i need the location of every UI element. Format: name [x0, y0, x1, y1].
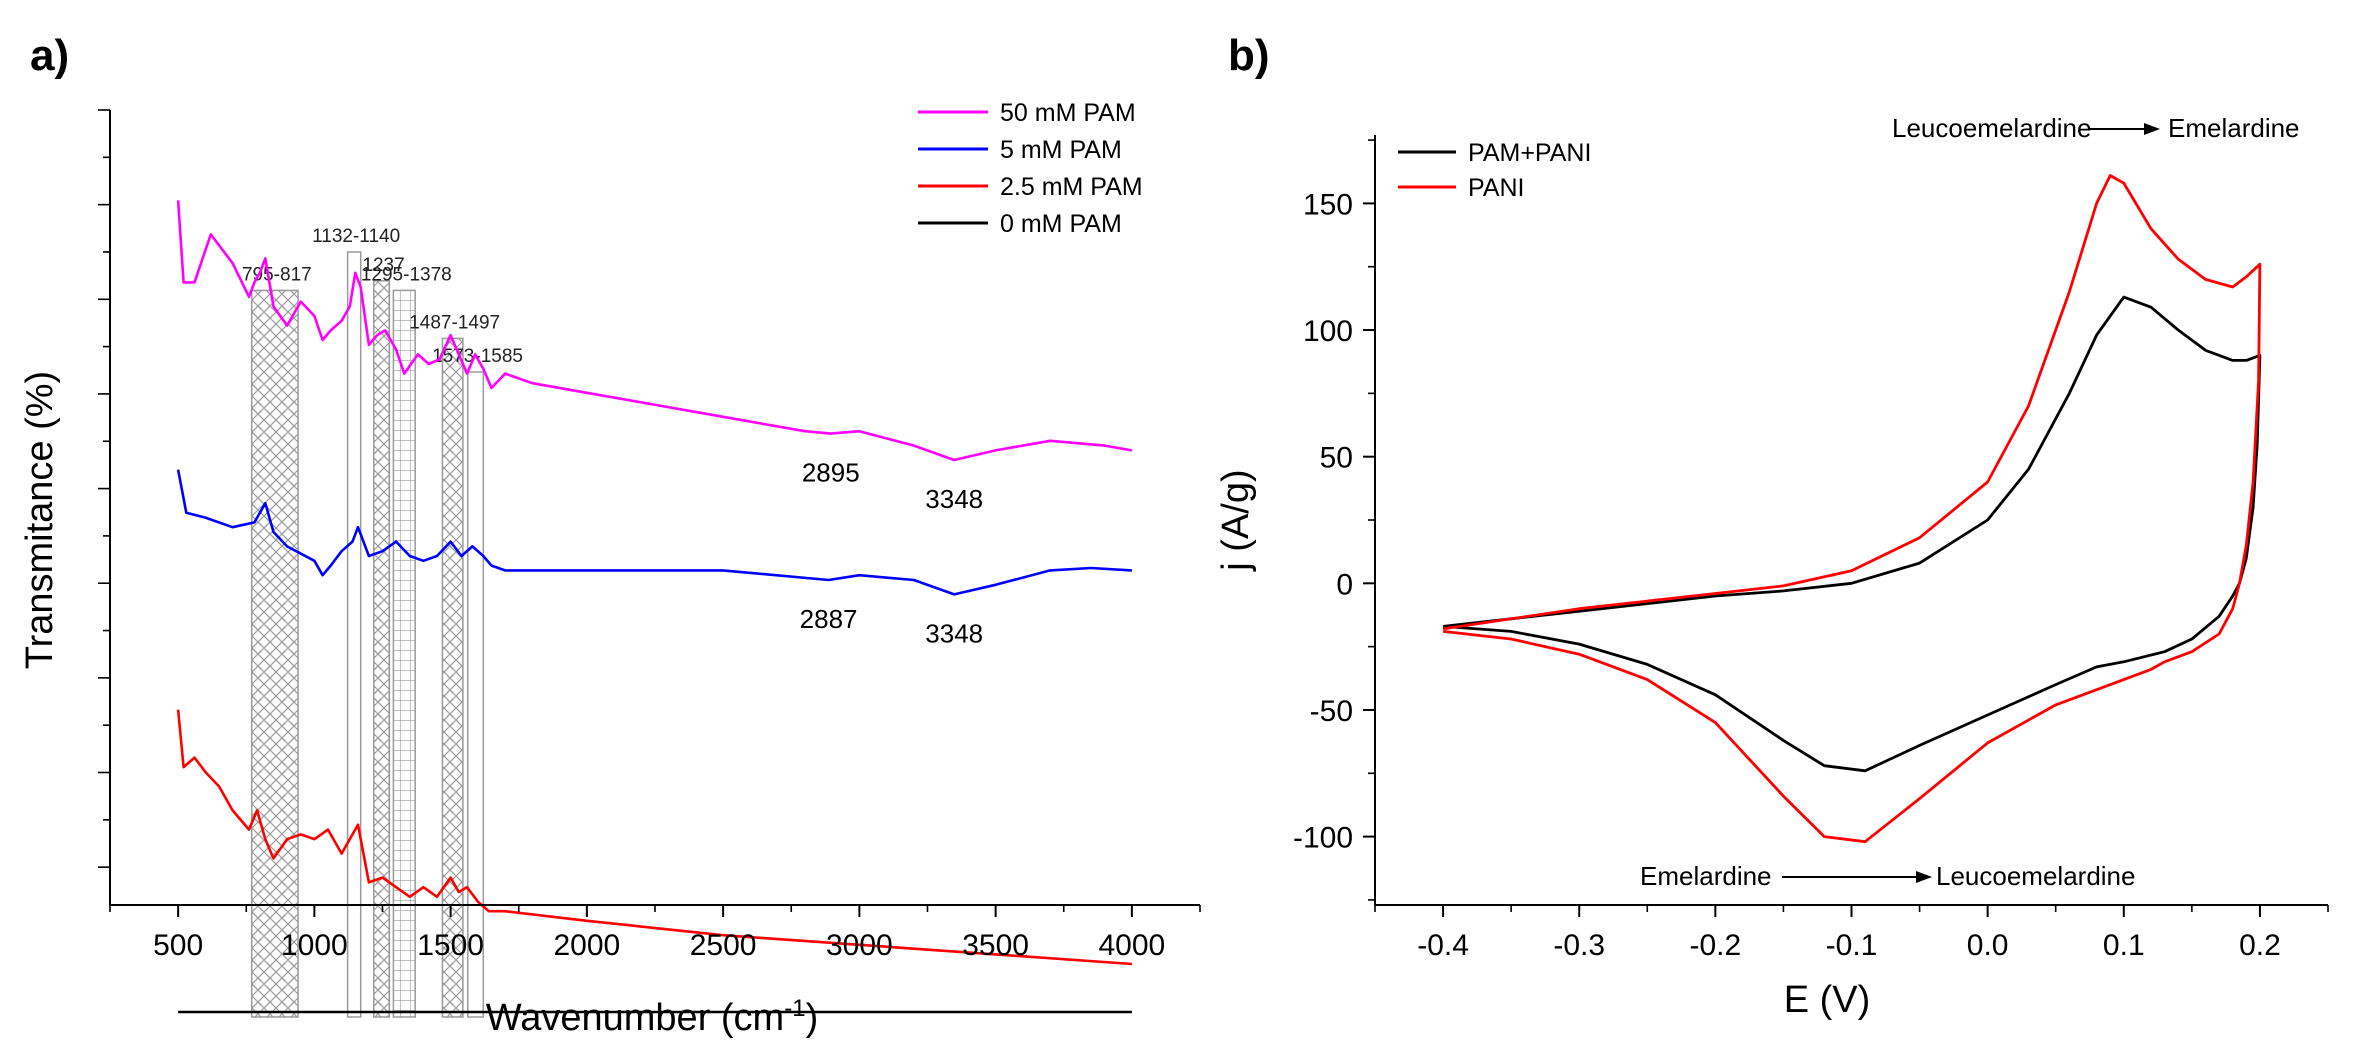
- series-line-pam-pani: [1442, 295, 2262, 773]
- legend-label: PANI: [1468, 174, 1525, 202]
- legend-label: 5 mM PAM: [1000, 136, 1122, 164]
- panel-b-label: b): [1228, 31, 1270, 80]
- legend-label: 0 mM PAM: [1000, 210, 1122, 238]
- legend-label: 50 mM PAM: [1000, 99, 1136, 127]
- peak-annotations: 2895 3348 2887 3348: [800, 458, 983, 649]
- band-rect: [346, 251, 362, 1018]
- series-line-50-mm-pam: [176, 200, 1133, 462]
- annotation-to: Leucoemelardine: [1936, 861, 2135, 891]
- series-lines: [1442, 174, 2262, 844]
- band-rect: [441, 337, 464, 1018]
- annotation-to: Emelardine: [2168, 113, 2300, 143]
- x-tick-label: 0.1: [2103, 929, 2145, 962]
- peak-annotation: 2895: [802, 458, 860, 488]
- x-axis-title: Wavenumber (cm-1): [486, 995, 818, 1039]
- x-tick-label: 0.2: [2239, 929, 2281, 962]
- series-line-5-mm-pam: [176, 469, 1132, 596]
- axes: -0.4 -0.3 -0.2 -0.1 0.0 0.1 0.2 -100 -50 0 50 100 15…: [1293, 135, 2329, 962]
- y-tick-label: 150: [1303, 188, 1353, 221]
- x-tick-label: 3000: [826, 929, 893, 962]
- band-label: 1237: [362, 255, 404, 276]
- x-tick-label: 1500: [417, 929, 484, 962]
- band-rect: [250, 289, 299, 1018]
- x-tick-label: -0.1: [1826, 929, 1878, 962]
- band-rect: [467, 371, 485, 1018]
- transition-annotations: Leucoemelardine Emelardine Emelardine Leuco…: [1640, 113, 2300, 891]
- annotation-from: Leucoemelardine: [1892, 113, 2091, 143]
- series-lines: [176, 200, 1133, 1014]
- legend-label: 2.5 mM PAM: [1000, 173, 1143, 201]
- x-axis-title-superscript: -1: [784, 995, 805, 1022]
- panel-b-cv-chart: b) -0.4 -0.3 -0.2 -0.1 0.0 0.1 0.2 -100 -50 0 50 10…: [1215, 31, 2329, 1021]
- band-rect: [373, 280, 391, 1018]
- x-tick-label: 0.0: [1967, 929, 2009, 962]
- peak-annotation: 3348: [925, 618, 983, 648]
- legend: 50 mM PAM 5 mM PAM 2.5 mM PAM 0 mM PAM: [918, 99, 1143, 238]
- peak-annotation: 2887: [800, 604, 858, 634]
- x-tick-label: -0.4: [1417, 929, 1469, 962]
- x-tick-label: 4000: [1099, 929, 1166, 962]
- x-axis-title-end: ): [806, 997, 819, 1039]
- x-tick-label: 2500: [690, 929, 757, 962]
- x-tick-label: -0.3: [1553, 929, 1605, 962]
- x-tick-label: 2000: [554, 929, 621, 962]
- legend: PAM+PANI PANI: [1398, 139, 1591, 202]
- x-tick-label: 3500: [962, 929, 1029, 962]
- x-axis-title-main: Wavenumber (cm: [486, 997, 784, 1039]
- band-rect: [392, 289, 416, 1018]
- band-label: 1295-1378: [361, 264, 452, 285]
- series-line-pani: [1442, 174, 2262, 844]
- peak-annotation: 3348: [925, 484, 983, 514]
- x-axis-title: E (V): [1784, 979, 1871, 1021]
- series-line-2-5-mm-pam: [176, 709, 1132, 966]
- y-tick-label: 0: [1336, 568, 1353, 601]
- x-tick-label: -0.2: [1690, 929, 1742, 962]
- y-tick-label: 50: [1320, 442, 1353, 475]
- band-label: 795-817: [242, 264, 312, 285]
- panel-a-label: a): [30, 31, 69, 80]
- band-label: 1487-1497: [409, 312, 500, 333]
- legend-label: PAM+PANI: [1468, 139, 1591, 167]
- y-axis-title: j (A/g): [1215, 469, 1257, 571]
- y-tick-label: -100: [1293, 822, 1353, 855]
- axes: 500 1000 1500 2000 2500 3000 3500 4000: [98, 109, 1201, 962]
- arrow-head-icon: [1916, 871, 1932, 883]
- arrow-head-icon: [2144, 123, 2160, 135]
- x-tick-label: 1000: [281, 929, 348, 962]
- y-tick-label: -50: [1310, 695, 1353, 728]
- y-tick-label: 100: [1303, 315, 1353, 348]
- annotation-from: Emelardine: [1640, 861, 1772, 891]
- x-tick-label: 500: [153, 929, 203, 962]
- y-axis-title: Transmitance (%): [19, 371, 61, 669]
- band-label: 1132-1140: [312, 226, 400, 247]
